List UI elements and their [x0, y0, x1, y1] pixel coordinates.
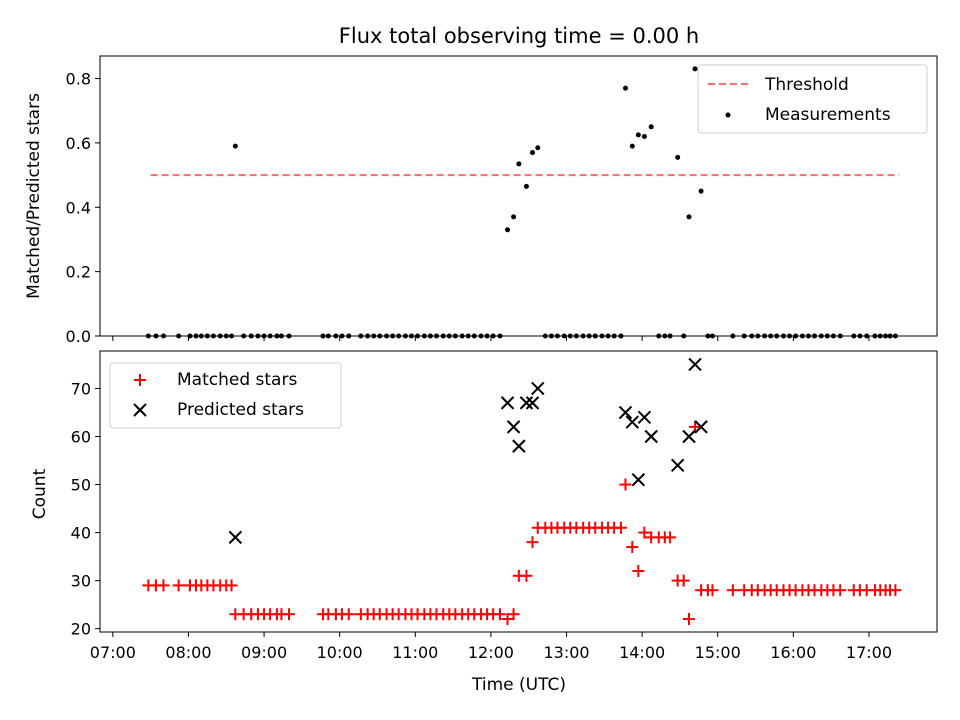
top-ytick-label: 0.8 [66, 70, 91, 89]
matched-star-point [501, 613, 514, 626]
predicted-star-point [500, 396, 515, 410]
bottom-xtick-label: 13:00 [543, 643, 589, 662]
matched-star-point [619, 478, 632, 491]
matched-star-point [157, 579, 170, 592]
measurement-point [641, 133, 647, 139]
bottom-xtick-label: 08:00 [165, 643, 211, 662]
bottom-ytick-label: 20 [71, 620, 91, 639]
measurement-point [511, 214, 517, 220]
bottom-xtick-label: 16:00 [770, 643, 816, 662]
bottom-xtick-label: 12:00 [468, 643, 514, 662]
bottom-xtick-label: 07:00 [90, 643, 136, 662]
legend-measurements-swatch [725, 112, 731, 118]
bottom-ytick-label: 70 [71, 379, 91, 398]
matched-star-point [493, 608, 506, 621]
bottom-xtick-label: 10:00 [317, 643, 363, 662]
chart-title: Flux total observing time = 0.00 h [339, 24, 699, 48]
measurement-point [692, 66, 698, 72]
predicted-star-point [618, 405, 633, 420]
matched-star-point [889, 584, 902, 597]
top-ytick-label: 0.4 [66, 198, 91, 217]
bottom-panel: 20 30 40 50 60 70 07:00 08:00 09:00 10:00 11:00 12… [30, 350, 938, 695]
measurement-point [675, 154, 681, 160]
legend-predicted-swatch [133, 403, 147, 417]
bottom-axes-frame [99, 350, 938, 633]
matched-star-point [520, 569, 533, 582]
predicted-star-point [688, 357, 702, 372]
matched-star-point [626, 540, 639, 553]
matched-star-point [664, 531, 677, 544]
legend-matched-label: Matched stars [177, 370, 297, 390]
measurement-point [529, 150, 535, 156]
measurement-point [622, 85, 628, 91]
predicted-star-point [512, 439, 526, 453]
measurement-point [698, 188, 704, 194]
matched-star-point [225, 579, 238, 592]
predicted-star-point [531, 381, 545, 396]
predicted-star-point [228, 530, 243, 545]
top-y-axis-label: Matched/Predicted stars [24, 93, 44, 299]
legend-matched-swatch [134, 374, 146, 386]
top-legend: Threshold Measurements [697, 64, 928, 134]
bottom-ytick-label: 60 [71, 428, 91, 447]
predicted-star-point [637, 410, 652, 424]
matched-star-point [632, 564, 645, 577]
matched-star-point [726, 584, 739, 597]
matched-star-point [526, 536, 539, 549]
matched-star-point [706, 584, 719, 597]
matched-star-point [677, 574, 690, 587]
measurement-point [523, 183, 529, 189]
bottom-ytick-label: 40 [71, 524, 91, 543]
top-ytick-label: 0.0 [66, 327, 91, 346]
matched-star-point [834, 584, 847, 597]
predicted-star-point [631, 473, 646, 487]
bottom-xtick-label: 11:00 [392, 643, 438, 662]
predicted-star-point [644, 429, 658, 444]
matched-star-point [507, 608, 520, 621]
matched-star-point [638, 526, 651, 539]
measurement-point [232, 143, 238, 149]
predicted-star-point [682, 429, 696, 444]
bottom-xtick-label: 17:00 [846, 643, 892, 662]
top-axes-frame [99, 55, 938, 337]
predicted-star-point [670, 458, 685, 473]
top-panel: 0.00.20.40.60.8 Matched/Predicted stars … [24, 55, 938, 346]
measurement-point [686, 214, 692, 220]
bottom-xtick-label: 09:00 [241, 643, 287, 662]
predicted-star-point [625, 415, 639, 429]
measurement-point [516, 161, 522, 167]
predicted-star-point [519, 396, 534, 410]
bottom-xtick-label: 15:00 [695, 643, 741, 662]
legend-predicted-label: Predicted stars [177, 400, 304, 420]
measurement-point [648, 124, 654, 130]
top-legend-box [697, 64, 928, 134]
predicted-star-point [506, 420, 521, 434]
bottom-xtick-label: 14:00 [619, 643, 665, 662]
matched-star-point [683, 613, 695, 626]
legend-measurements-label: Measurements [765, 105, 891, 125]
matched-star-point [614, 521, 627, 534]
top-ytick-label: 0.6 [66, 134, 91, 153]
bottom-legend-box [109, 362, 342, 429]
legend-threshold-label: Threshold [764, 75, 849, 95]
predicted-star-point [694, 420, 708, 434]
bottom-ytick-label: 30 [71, 572, 91, 591]
matched-star-point [283, 608, 296, 621]
top-ytick-label: 0.2 [66, 263, 91, 282]
bottom-ytick-label: 50 [71, 476, 91, 495]
measurement-point [535, 145, 541, 151]
measurement-point [505, 227, 511, 233]
bottom-y-axis-label: Count [30, 468, 50, 519]
matched-star-point [342, 608, 355, 621]
x-axis-label: Time (UTC) [471, 675, 566, 695]
measurement-point [635, 132, 641, 138]
measurement-point [629, 143, 635, 149]
predicted-star-point [525, 396, 540, 410]
bottom-legend: Matched stars Predicted stars [109, 362, 342, 429]
matched-star-point [172, 579, 185, 592]
